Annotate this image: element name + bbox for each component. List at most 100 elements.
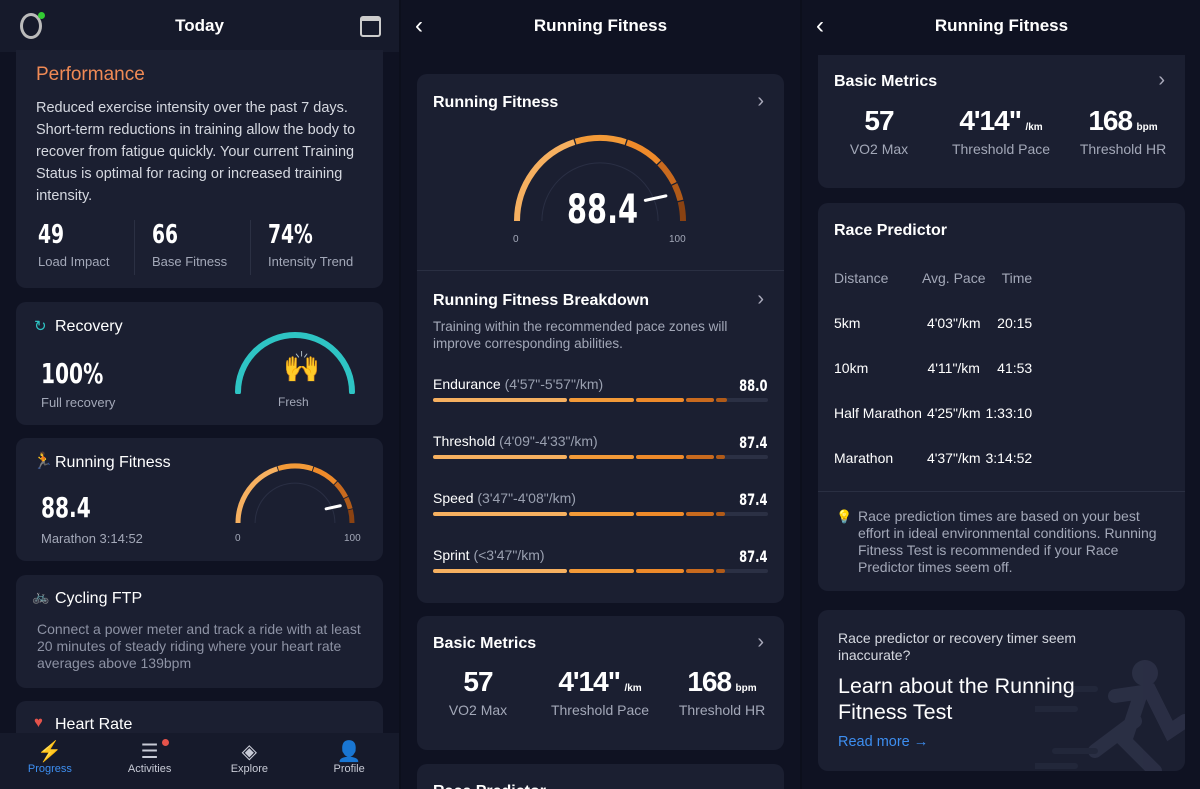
- bar-segment: [433, 455, 567, 459]
- gauge-segment: [334, 481, 349, 499]
- page-title: Running Fitness: [934, 16, 1069, 35]
- stat-value: 66: [152, 220, 179, 250]
- gauge-segment: [347, 509, 355, 524]
- heart-rate-title: Heart Rate: [55, 716, 133, 733]
- metric-value: 57: [463, 666, 493, 697]
- metric: 4'14" /km Threshold Pace: [539, 666, 661, 718]
- table-cell: Marathon: [834, 449, 894, 466]
- metric: 168 bpm Threshold HR: [1062, 105, 1184, 157]
- column-header: Avg. Pace: [921, 269, 986, 286]
- metric-unit: /km: [1025, 122, 1043, 133]
- metric-value: 57: [864, 105, 894, 136]
- stat-label: Base Fitness: [152, 254, 228, 269]
- bar-segment: [635, 512, 685, 516]
- zone-label: Threshold (4'09"-4'33"/km): [433, 433, 768, 449]
- compass-icon: ◈: [241, 741, 258, 763]
- running-fitness-screen: ‹ Running Fitness Running Fitness › 88.4…: [401, 0, 800, 789]
- zone-label: Endurance (4'57"-5'57"/km): [433, 376, 768, 392]
- chevron-right-icon[interactable]: ›: [757, 90, 764, 112]
- nav-activities[interactable]: ☰ Activities: [100, 733, 200, 789]
- metric-unit: /km: [624, 683, 642, 694]
- bar-segment: [635, 398, 685, 402]
- stat-intensity-trend: 74% Intensity Trend: [268, 220, 353, 269]
- recovery-value: 100%: [41, 357, 104, 390]
- bottom-nav: ⚡ Progress ☰ Activities ◈ Explore 👤 Profile: [0, 733, 399, 789]
- page-title: Running Fitness: [533, 16, 668, 35]
- cycling-ftp-card[interactable]: 🚲 Cycling FTP Connect a power meter and …: [16, 575, 383, 688]
- running-fitness-detail-card: Running Fitness › 88.4 0 100 Running Fit…: [417, 74, 784, 603]
- metric-label: Threshold HR: [678, 702, 766, 718]
- header: ‹ Running Fitness: [802, 0, 1200, 52]
- race-predictor-title: Race Predictor: [834, 222, 947, 239]
- nav-progress[interactable]: ⚡ Progress: [0, 733, 100, 789]
- running-fitness-gauge: [514, 135, 686, 222]
- running-fitness-card[interactable]: 🏃 Running Fitness 88.4 Marathon 3:14:52 …: [16, 438, 383, 561]
- bar-segment: [685, 455, 715, 459]
- chevron-right-icon[interactable]: ›: [1158, 69, 1165, 91]
- basic-metrics-title: Basic Metrics: [433, 635, 537, 652]
- calendar-icon[interactable]: [360, 16, 381, 37]
- breakdown-row: Speed (3'47"-4'08"/km) 87.4: [433, 490, 768, 516]
- nav-explore[interactable]: ◈ Explore: [200, 733, 300, 789]
- chevron-right-icon[interactable]: ›: [757, 631, 764, 653]
- basic-metrics-card[interactable]: Basic Metrics › 57 VO2 Max 4'14" /km Thres…: [417, 616, 784, 750]
- metric-value: 4'14": [959, 105, 1022, 136]
- watch-icon[interactable]: [20, 13, 42, 39]
- nav-label: Profile: [333, 763, 365, 775]
- bar-segment: [568, 512, 634, 516]
- table-cell: 4'03"/km: [926, 314, 981, 331]
- recovery-card[interactable]: ↻ Recovery 100% Full recovery 🙌 Fresh: [16, 302, 383, 425]
- stat-value: 74%: [268, 220, 313, 250]
- running-fitness-screen-scrolled: ‹ Running Fitness Basic Metrics › 57 VO2…: [802, 0, 1200, 789]
- bar-segment: [433, 512, 567, 516]
- nav-label: Activities: [127, 763, 172, 775]
- stat-load-impact: 49 Load Impact: [38, 220, 110, 269]
- bar-segment: [635, 455, 685, 459]
- zone-range: (<3'47"/km): [473, 547, 545, 563]
- race-predictor-table: Distance Avg. Pace Time 5km 4'03"/km 20:15 10k…: [834, 255, 1032, 480]
- bar-segment: [568, 398, 634, 402]
- zone-name: Sprint: [433, 547, 470, 563]
- bar-segment: [685, 398, 715, 402]
- gauge-segment: [677, 200, 686, 222]
- zone-range: (4'09"-4'33"/km): [499, 433, 598, 449]
- bar-segment: [568, 455, 634, 459]
- running-fitness-title: Running Fitness: [55, 454, 171, 471]
- runner-icon: 🏃: [33, 453, 53, 470]
- fitness-test-promo-card[interactable]: Race predictor or recovery timer seem in…: [818, 610, 1185, 771]
- stat-label: Intensity Trend: [268, 254, 354, 269]
- nav-profile[interactable]: 👤 Profile: [299, 733, 399, 789]
- chevron-right-icon[interactable]: ›: [757, 288, 764, 310]
- metric-label: Threshold Pace: [550, 702, 650, 718]
- bar-fill-tip: [716, 398, 727, 402]
- zone-score: 87.4: [739, 547, 768, 566]
- race-note: Race prediction times are based on your …: [858, 508, 1157, 575]
- gauge-min: 0: [513, 234, 519, 245]
- bar-segment: [635, 569, 685, 573]
- gauge-max: 100: [669, 234, 686, 245]
- runner-illustration: [1035, 660, 1185, 771]
- gauge-needle: [643, 194, 668, 202]
- table-cell: 4'11"/km: [927, 359, 980, 376]
- table-cell: Half Marathon: [834, 404, 922, 421]
- bar-segment: [685, 569, 715, 573]
- read-more-link[interactable]: Read more →: [838, 734, 929, 750]
- zone-bar: [433, 455, 768, 459]
- metric: 57 VO2 Max: [818, 105, 940, 157]
- gauge-segment: [625, 139, 661, 165]
- bike-icon: 🚲: [32, 588, 50, 604]
- performance-title: Performance: [36, 64, 145, 85]
- bar-segment: [568, 569, 634, 573]
- table-cell: 10km: [834, 359, 869, 376]
- performance-card[interactable]: Performance Reduced exercise intensity o…: [16, 50, 383, 288]
- gauge-max: 100: [344, 533, 361, 544]
- zone-score: 87.4: [739, 490, 768, 509]
- back-icon[interactable]: ‹: [415, 12, 423, 39]
- basic-metrics-card[interactable]: Basic Metrics › 57 VO2 Max 4'14" /km Thres…: [818, 55, 1185, 188]
- back-icon[interactable]: ‹: [816, 12, 824, 39]
- heart-icon: ♥: [34, 714, 43, 731]
- promo-headline: Learn about the Running Fitness Test: [838, 674, 1075, 724]
- bar-fill-tip: [716, 569, 725, 573]
- race-predictor-card: Race Predictor Distance Avg. Pace Time 5km 4…: [818, 203, 1185, 591]
- race-predictor-card[interactable]: Race Predictor: [417, 764, 784, 789]
